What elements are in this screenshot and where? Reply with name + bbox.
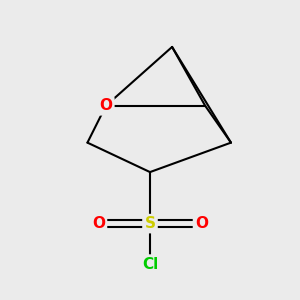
Text: S: S: [145, 216, 155, 231]
Text: Cl: Cl: [142, 256, 158, 272]
Text: O: O: [92, 216, 105, 231]
Text: O: O: [195, 216, 208, 231]
Text: O: O: [99, 98, 112, 113]
